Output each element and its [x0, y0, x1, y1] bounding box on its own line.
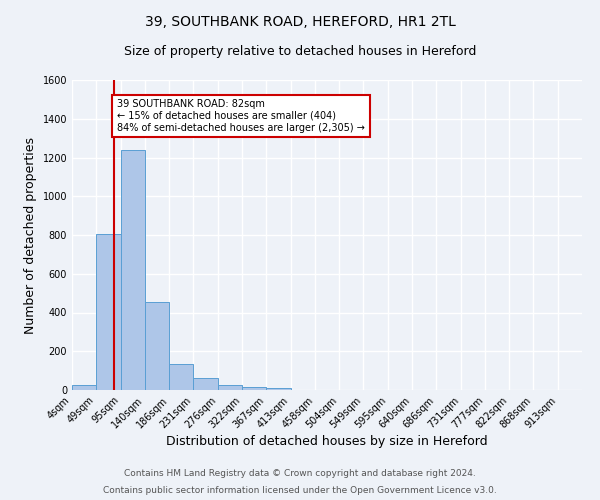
Bar: [169, 364, 193, 390]
Bar: [266, 388, 290, 390]
X-axis label: Distribution of detached houses by size in Hereford: Distribution of detached houses by size …: [166, 436, 488, 448]
Bar: [72, 385, 96, 390]
Text: 39, SOUTHBANK ROAD, HEREFORD, HR1 2TL: 39, SOUTHBANK ROAD, HEREFORD, HR1 2TL: [145, 15, 455, 29]
Bar: [242, 387, 266, 390]
Text: Contains HM Land Registry data © Crown copyright and database right 2024.: Contains HM Land Registry data © Crown c…: [124, 468, 476, 477]
Y-axis label: Number of detached properties: Number of detached properties: [24, 136, 37, 334]
Text: Size of property relative to detached houses in Hereford: Size of property relative to detached ho…: [124, 45, 476, 58]
Bar: [121, 150, 145, 390]
Bar: [218, 385, 242, 390]
Bar: [193, 378, 218, 390]
Bar: [145, 302, 169, 390]
Bar: [96, 234, 121, 390]
Text: 39 SOUTHBANK ROAD: 82sqm
← 15% of detached houses are smaller (404)
84% of semi-: 39 SOUTHBANK ROAD: 82sqm ← 15% of detach…: [117, 100, 365, 132]
Text: Contains public sector information licensed under the Open Government Licence v3: Contains public sector information licen…: [103, 486, 497, 495]
